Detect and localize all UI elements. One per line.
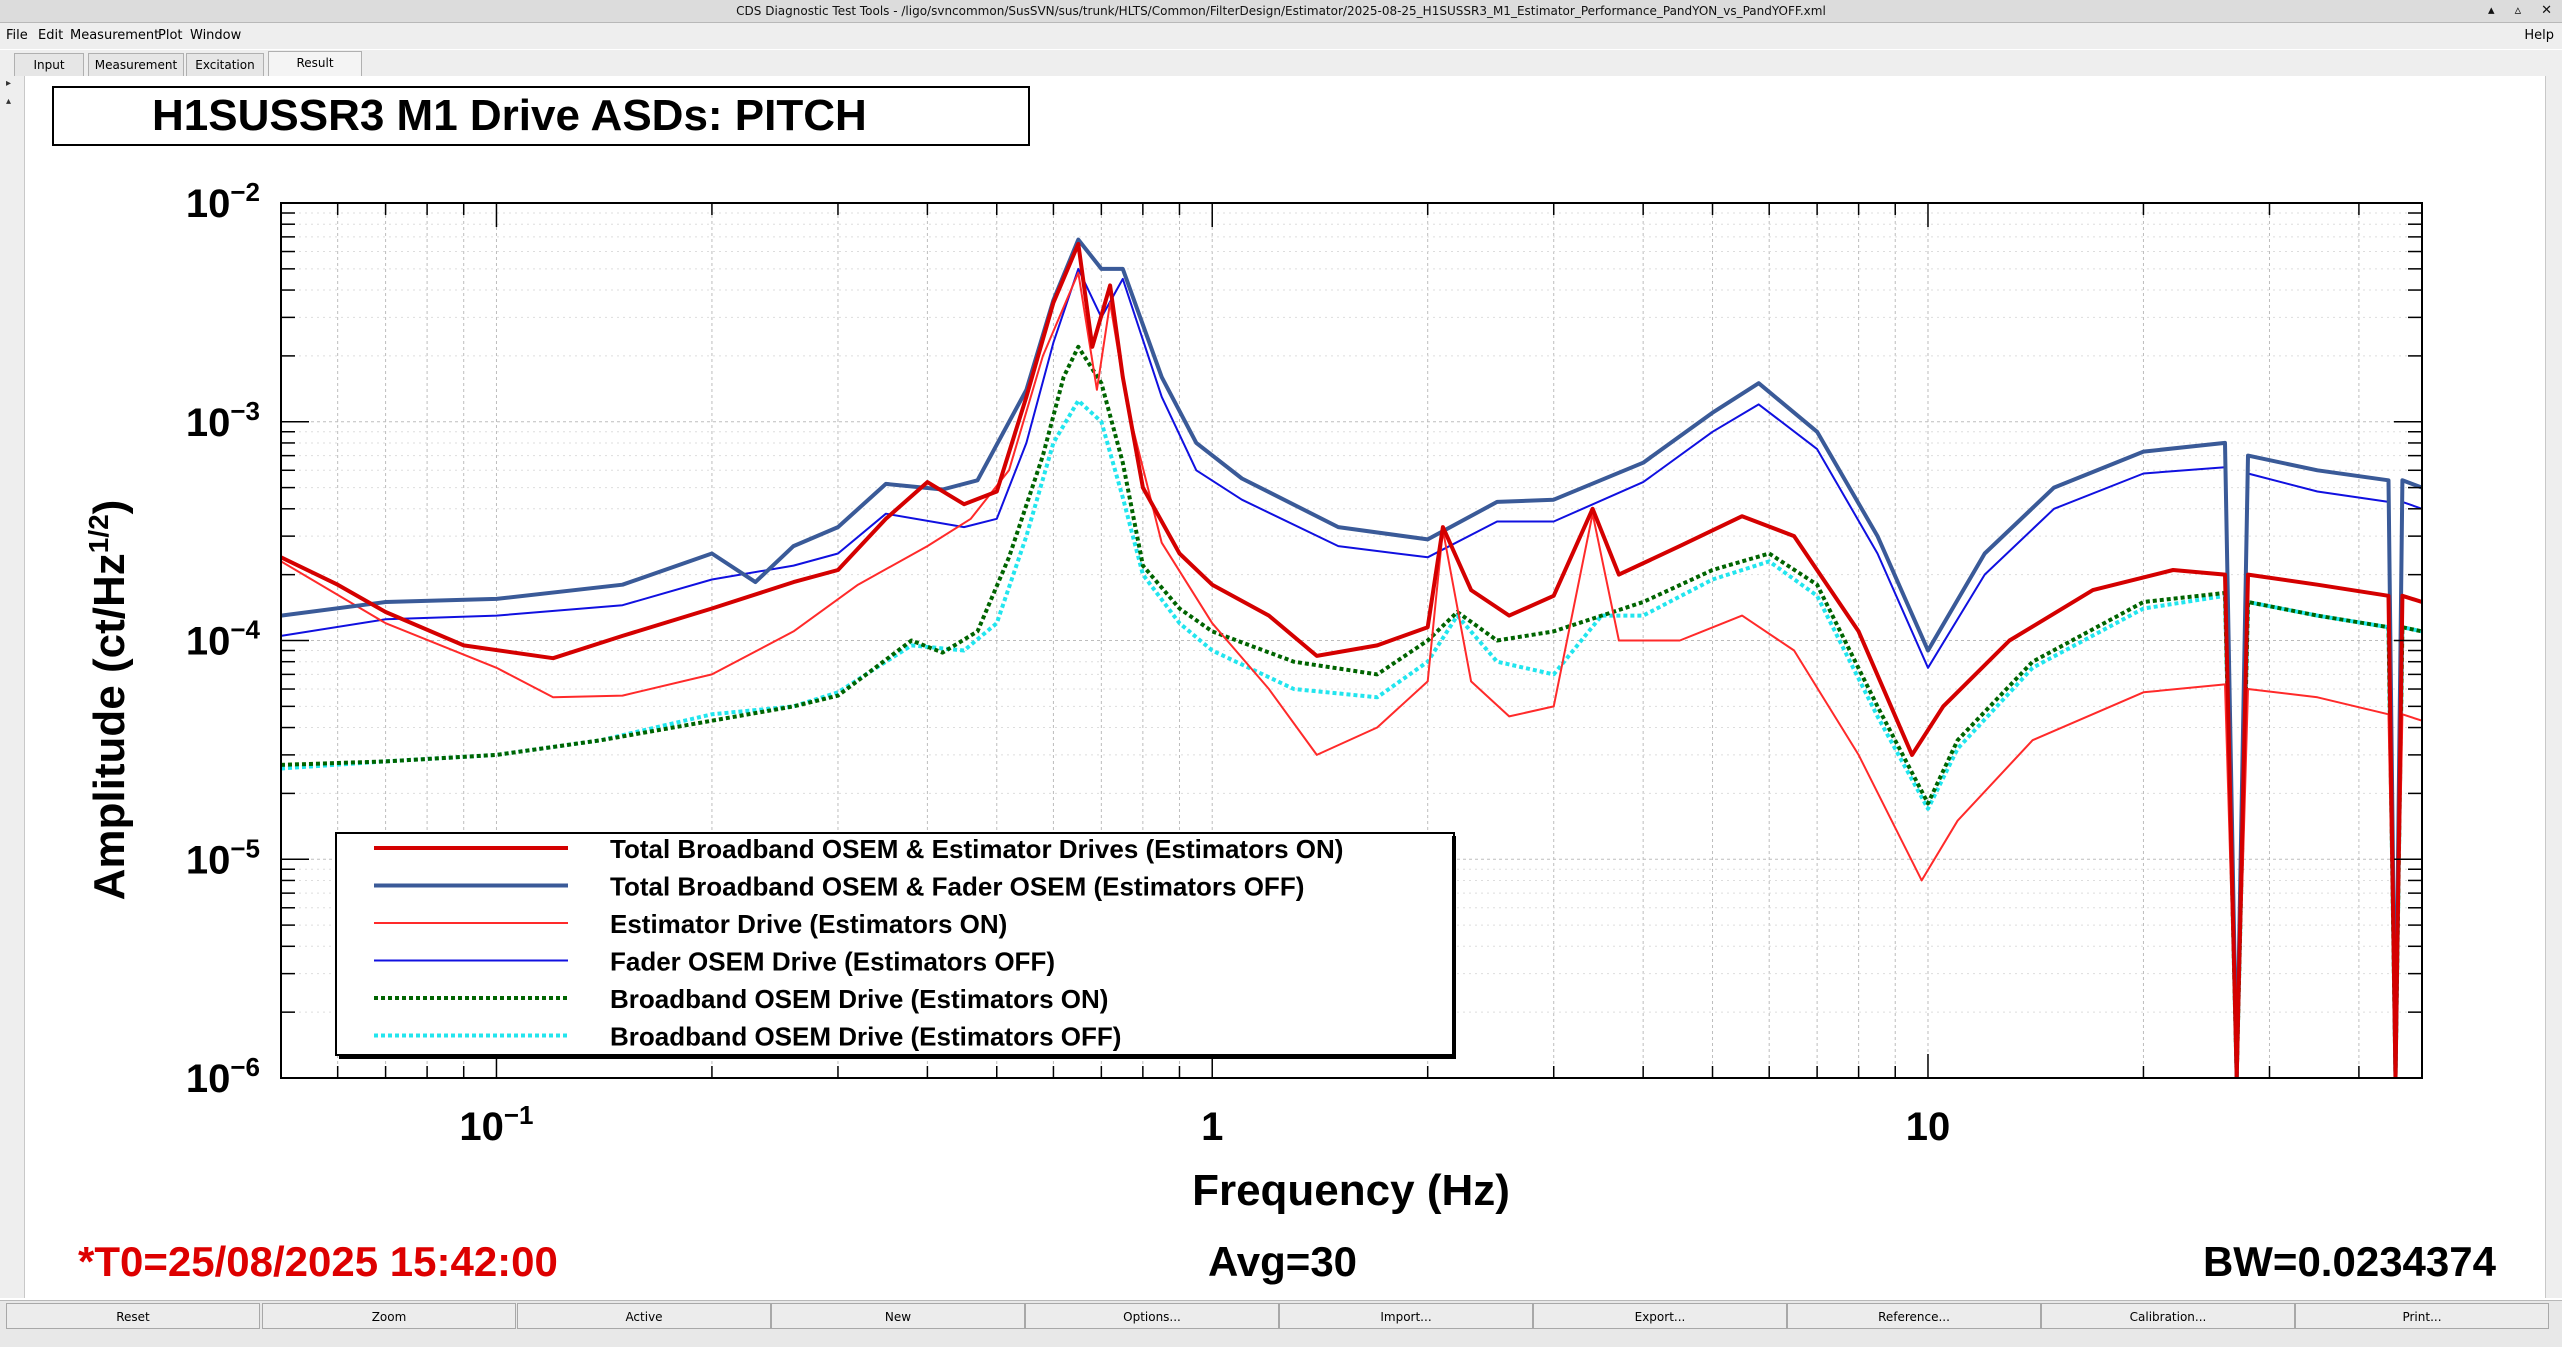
tab-result[interactable]: Result xyxy=(268,51,362,76)
tab-bar: Input Measurement Excitation Result xyxy=(0,50,2562,76)
close-icon[interactable]: ✕ xyxy=(2541,3,2552,18)
window-title: CDS Diagnostic Test Tools - /ligo/svncom… xyxy=(736,4,1826,18)
minimize-icon[interactable]: ▴ xyxy=(2488,3,2495,18)
active-button[interactable]: Active xyxy=(517,1303,771,1329)
y-tick-label: 10−5 xyxy=(186,833,260,882)
legend-label: Fader OSEM Drive (Estimators OFF) xyxy=(610,947,1055,977)
legend-label: Broadband OSEM Drive (Estimators ON) xyxy=(610,984,1108,1014)
series-line xyxy=(281,271,2422,1078)
legend-label: Total Broadband OSEM & Estimator Drives … xyxy=(610,834,1343,864)
tick-labels: 10−1 1 10 10−2 10−3 10−4 10−5 10−6 xyxy=(186,177,1950,1149)
y-tick-label: 10−2 xyxy=(186,177,260,226)
y-tick-label: 10−3 xyxy=(186,396,260,445)
window-controls: ▴ ▵ ✕ xyxy=(2488,0,2552,22)
right-scroll-strip[interactable] xyxy=(2545,76,2562,1298)
collapse-up-icon[interactable]: ▴ xyxy=(6,96,12,107)
tab-excitation[interactable]: Excitation xyxy=(186,53,264,76)
calibration-button[interactable]: Calibration... xyxy=(2041,1303,2295,1329)
zoom-button[interactable]: Zoom xyxy=(262,1303,516,1329)
x-axis-label: Frequency (Hz) xyxy=(1192,1166,1510,1215)
asd-plot[interactable]: 10−1 1 10 10−2 10−3 10−4 10−5 10−6 Frequency (H… xyxy=(0,0,2562,1300)
avg-readout: Avg=30 xyxy=(1208,1238,1358,1285)
x-tick-label: 10−1 xyxy=(459,1100,533,1149)
y-axis-label: Amplitude (ct/Hz1/2) xyxy=(83,500,134,901)
tab-input[interactable]: Input xyxy=(14,53,84,76)
legend-box xyxy=(335,832,1455,1056)
x-tick-label: 1 xyxy=(1201,1105,1223,1149)
bw-readout: BW=0.0234374 xyxy=(2202,1238,2496,1285)
y-tick-label: 10−4 xyxy=(186,615,261,664)
legend: Total Broadband OSEM & Estimator Drives … xyxy=(335,832,1456,1059)
series-line xyxy=(281,398,2422,1078)
menu-bar: File Edit Measurement Plot Window Help xyxy=(0,23,2562,49)
print-button[interactable]: Print... xyxy=(2295,1303,2549,1329)
axis-ticks xyxy=(280,203,2422,1079)
y-tick-label: 10−6 xyxy=(186,1052,260,1101)
export-button[interactable]: Export... xyxy=(1533,1303,1787,1329)
expand-right-icon[interactable]: ▸ xyxy=(6,78,12,89)
bottom-button-bar: Reset Zoom Active New Options... Import.… xyxy=(0,1300,2562,1347)
legend-label: Total Broadband OSEM & Fader OSEM (Estim… xyxy=(610,872,1304,902)
menu-file[interactable]: File xyxy=(6,28,28,43)
menu-edit[interactable]: Edit xyxy=(38,28,64,43)
series-line xyxy=(281,344,2422,1078)
legend-label: Broadband OSEM Drive (Estimators OFF) xyxy=(610,1022,1121,1052)
plot-title: H1SUSSR3 M1 Drive ASDs: PITCH xyxy=(52,86,1030,146)
tab-measurement[interactable]: Measurement xyxy=(88,53,184,76)
reference-button[interactable]: Reference... xyxy=(1787,1303,2041,1329)
menu-help[interactable]: Help xyxy=(2524,28,2554,43)
new-button[interactable]: New xyxy=(771,1303,1025,1329)
series-layer xyxy=(281,237,2422,1078)
options-button[interactable]: Options... xyxy=(1025,1303,1279,1329)
import-button[interactable]: Import... xyxy=(1279,1303,1533,1329)
t0-readout: *T0=25/08/2025 15:42:00 xyxy=(78,1238,558,1285)
window-titlebar: CDS Diagnostic Test Tools - /ligo/svncom… xyxy=(0,0,2562,23)
maximize-icon[interactable]: ▵ xyxy=(2514,3,2522,18)
plot-grid xyxy=(280,203,2422,1079)
x-tick-label: 10 xyxy=(1906,1105,1951,1149)
left-scroll-strip: ▸ ▴ xyxy=(0,76,25,1298)
series-line xyxy=(281,241,2422,1078)
reset-button[interactable]: Reset xyxy=(6,1303,260,1329)
menu-measurement[interactable]: Measurement xyxy=(70,28,160,43)
menu-plot[interactable]: Plot xyxy=(158,28,183,43)
menu-window[interactable]: Window xyxy=(190,28,242,43)
legend-label: Estimator Drive (Estimators ON) xyxy=(610,909,1007,939)
